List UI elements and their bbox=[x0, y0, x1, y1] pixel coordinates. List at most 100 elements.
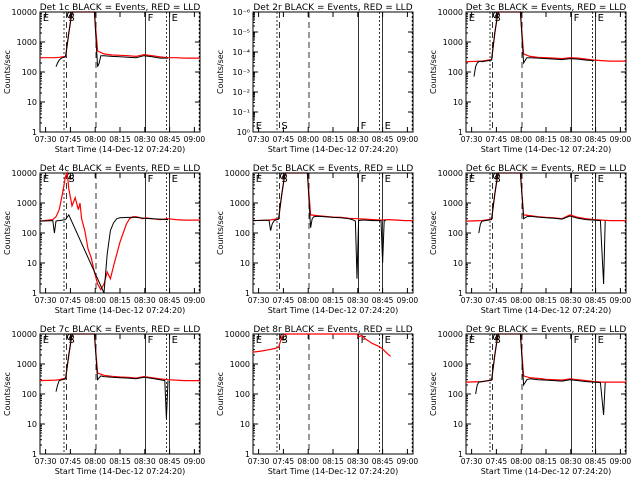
x-tick-label: 08:15 bbox=[109, 135, 131, 144]
event-marker-label: E bbox=[598, 13, 604, 24]
y-tick-label: 100 bbox=[448, 229, 463, 238]
event-marker-circle bbox=[492, 333, 500, 341]
event-marker-label: S bbox=[281, 335, 287, 346]
y-tick-label: 10 bbox=[27, 98, 37, 107]
panel-4: Det 4c BLACK = Events, RED = LLD Counts/s… bbox=[3, 164, 205, 315]
x-tick-label: 08:15 bbox=[322, 135, 344, 144]
y-tick-label: 1 bbox=[32, 128, 37, 137]
y-tick-label: 10 bbox=[453, 420, 463, 429]
y-tick-label: 1 bbox=[32, 450, 37, 459]
x-tick-label: 08:15 bbox=[535, 457, 557, 466]
x-tick-label: 07:30 bbox=[35, 135, 57, 144]
x-tick-label: 08:00 bbox=[297, 296, 319, 305]
y-tick-label: 1 bbox=[245, 450, 250, 459]
x-axis-label: Start Time (14-Dec-12 07:24:20) bbox=[481, 306, 612, 315]
y-tick-label: 10⁻³ bbox=[232, 68, 250, 77]
y-axis-label: Counts/sec bbox=[216, 372, 225, 416]
y-axis-label: Counts/sec bbox=[3, 211, 12, 255]
y-axis-label: Counts/sec bbox=[429, 50, 438, 94]
event-marker-label: E bbox=[172, 174, 178, 185]
panel-title: Det 8r BLACK = Events, RED = LLD bbox=[253, 325, 412, 335]
x-tick-label: 09:00 bbox=[397, 135, 419, 144]
x-tick-label: 09:00 bbox=[610, 457, 632, 466]
x-tick-label: 07:45 bbox=[60, 296, 82, 305]
series-line bbox=[478, 172, 606, 285]
y-tick-label: 10 bbox=[240, 259, 250, 268]
x-tick-label: 08:00 bbox=[510, 296, 532, 305]
x-tick-label: 08:30 bbox=[347, 457, 369, 466]
x-tick-label: 09:00 bbox=[610, 296, 632, 305]
y-axis-label: Counts/sec bbox=[3, 50, 12, 94]
event-marker-label: E bbox=[43, 335, 49, 346]
x-tick-label: 07:45 bbox=[486, 296, 508, 305]
panel-title: Det 3c BLACK = Events, RED = LLD bbox=[466, 3, 627, 13]
y-tick-label: 100 bbox=[448, 68, 463, 77]
panel-5: Det 5c BLACK = Events, RED = LLD Counts/s… bbox=[216, 164, 418, 315]
series-line bbox=[252, 333, 391, 357]
y-axis-label: Counts/sec bbox=[429, 211, 438, 255]
event-marker-label: E bbox=[469, 335, 475, 346]
panel-title: Det 7c BLACK = Events, RED = LLD bbox=[40, 325, 201, 335]
x-axis-label: Start Time (14-Dec-12 07:24:20) bbox=[268, 145, 399, 154]
y-tick-label: 1000 bbox=[17, 38, 37, 47]
x-tick-label: 08:45 bbox=[372, 135, 394, 144]
event-marker-label: F bbox=[574, 13, 580, 24]
event-marker-label: E bbox=[172, 335, 178, 346]
panel-9: Det 9c BLACK = Events, RED = LLD Counts/s… bbox=[429, 325, 631, 476]
x-axis-label: Start Time (14-Dec-12 07:24:20) bbox=[481, 145, 612, 154]
x-tick-label: 08:30 bbox=[560, 296, 582, 305]
panel-3: Det 3c BLACK = Events, RED = LLD Counts/s… bbox=[429, 3, 631, 154]
x-tick-label: 09:00 bbox=[184, 296, 206, 305]
y-tick-label: 1000 bbox=[17, 199, 37, 208]
x-tick-label: 08:15 bbox=[109, 457, 131, 466]
y-tick-label: 10 bbox=[27, 259, 37, 268]
event-marker-label: E bbox=[598, 335, 604, 346]
y-tick-label: 10000 bbox=[438, 8, 463, 17]
event-marker-circle bbox=[279, 333, 287, 341]
panel-8: Det 8r BLACK = Events, RED = LLD Counts/s… bbox=[216, 325, 418, 476]
x-tick-label: 08:30 bbox=[347, 135, 369, 144]
y-tick-label: 1000 bbox=[443, 360, 463, 369]
y-tick-label: 1 bbox=[245, 289, 250, 298]
x-tick-label: 07:30 bbox=[248, 296, 270, 305]
y-tick-label: 100 bbox=[22, 68, 37, 77]
y-tick-label: 100 bbox=[235, 390, 250, 399]
x-tick-label: 07:45 bbox=[486, 457, 508, 466]
event-marker-circle bbox=[492, 172, 500, 180]
series-line bbox=[55, 11, 168, 67]
y-tick-label: 10 bbox=[453, 98, 463, 107]
y-tick-label: 10000 bbox=[438, 169, 463, 178]
x-axis-label: Start Time (14-Dec-12 07:24:20) bbox=[268, 467, 399, 476]
x-tick-label: 08:30 bbox=[134, 135, 156, 144]
x-tick-label: 07:30 bbox=[461, 135, 483, 144]
panel-1: Det 1c BLACK = Events, RED = LLD Counts/s… bbox=[3, 3, 205, 154]
y-tick-label: 10⁻⁴ bbox=[232, 48, 250, 57]
x-tick-label: 09:00 bbox=[184, 135, 206, 144]
x-tick-label: 08:15 bbox=[535, 135, 557, 144]
x-axis-label: Start Time (14-Dec-12 07:24:20) bbox=[481, 467, 612, 476]
x-tick-label: 07:45 bbox=[60, 457, 82, 466]
event-marker-label: F bbox=[148, 335, 154, 346]
x-tick-label: 07:45 bbox=[486, 135, 508, 144]
y-tick-label: 1 bbox=[458, 450, 463, 459]
event-marker-label: E bbox=[385, 174, 391, 185]
y-tick-label: 10000 bbox=[12, 330, 37, 339]
x-tick-label: 08:45 bbox=[159, 135, 181, 144]
x-axis-label: Start Time (14-Dec-12 07:24:20) bbox=[55, 467, 186, 476]
y-tick-label: 1 bbox=[458, 289, 463, 298]
x-tick-label: 08:45 bbox=[585, 296, 607, 305]
y-tick-label: 1000 bbox=[443, 38, 463, 47]
x-tick-label: 07:30 bbox=[35, 296, 57, 305]
event-marker-label: E bbox=[598, 174, 604, 185]
x-tick-label: 08:30 bbox=[134, 296, 156, 305]
y-tick-label: 10000 bbox=[225, 169, 250, 178]
y-tick-label: 10000 bbox=[225, 330, 250, 339]
panel-title: Det 9c BLACK = Events, RED = LLD bbox=[466, 325, 627, 335]
x-tick-label: 07:30 bbox=[461, 296, 483, 305]
x-tick-label: 08:30 bbox=[560, 457, 582, 466]
series-line bbox=[473, 11, 595, 77]
event-marker-circle bbox=[66, 11, 74, 19]
y-tick-label: 10⁻² bbox=[232, 88, 250, 97]
x-tick-label: 08:00 bbox=[84, 135, 106, 144]
